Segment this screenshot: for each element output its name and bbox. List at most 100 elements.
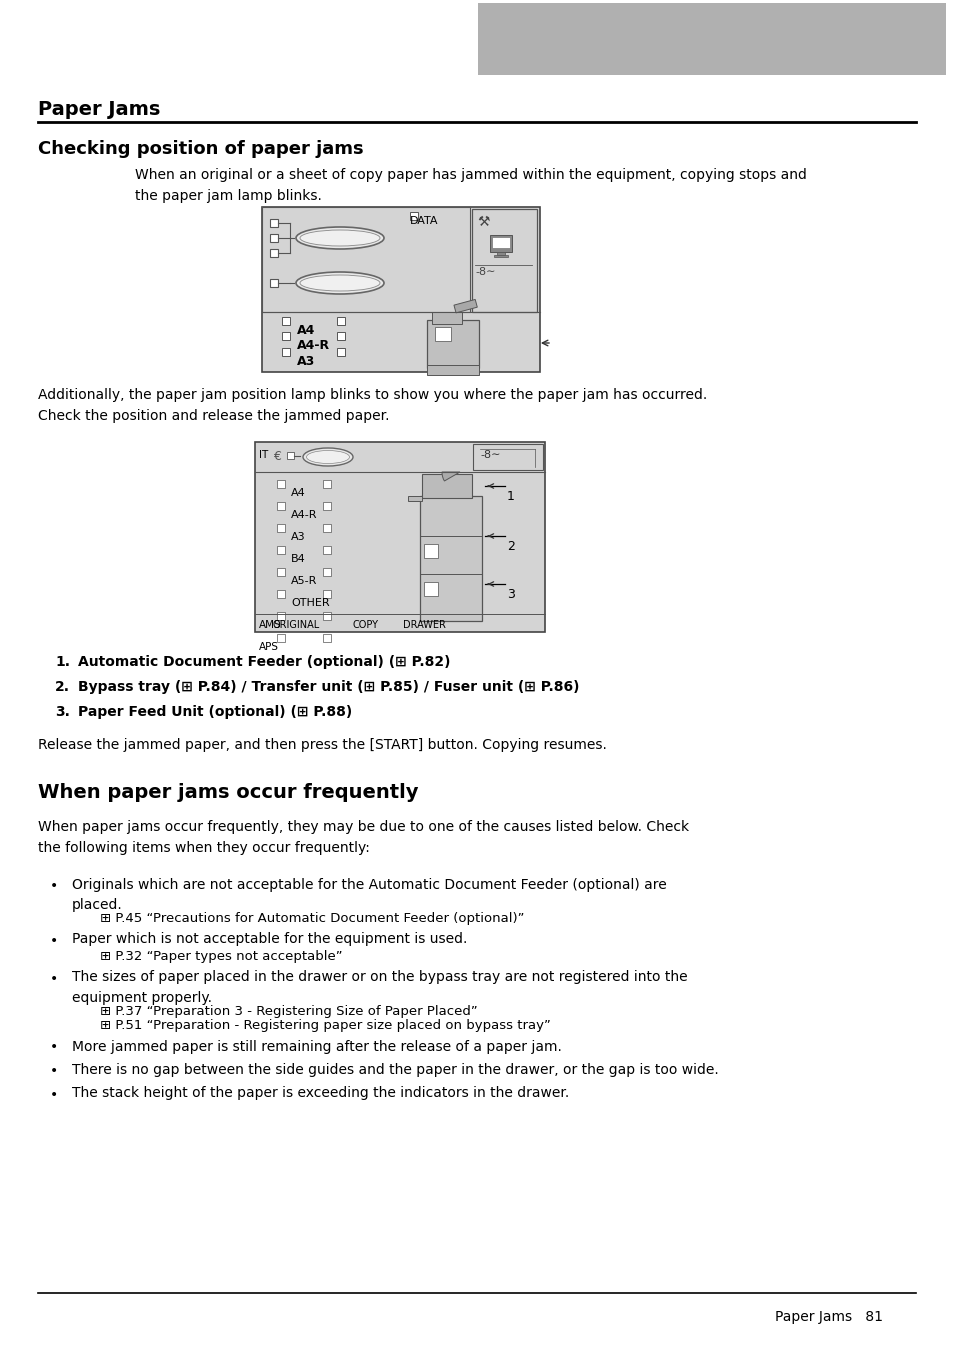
Bar [427,319,478,368]
Text: A4: A4 [296,324,315,337]
Text: 2.: 2. [55,679,70,694]
Bar [276,634,285,642]
Text: The stack height of the paper is exceeding the indicators in the drawer.: The stack height of the paper is exceedi… [71,1086,569,1100]
Text: Paper Jams: Paper Jams [38,100,160,119]
Bar [494,255,507,257]
Bar [473,443,542,470]
Bar [282,317,290,325]
Text: -8∼: -8∼ [475,267,495,276]
Bar [270,235,277,243]
Bar [336,332,345,340]
Text: A4: A4 [291,488,305,497]
Text: There is no gap between the side guides and the paper in the drawer, or the gap : There is no gap between the side guides … [71,1064,718,1077]
Text: Originals which are not acceptable for the Automatic Document Feeder (optional) : Originals which are not acceptable for t… [71,878,666,913]
Bar [477,3,945,75]
Ellipse shape [306,450,349,464]
Text: Paper which is not acceptable for the equipment is used.: Paper which is not acceptable for the eq… [71,933,467,946]
Text: •: • [50,1088,58,1101]
Bar [472,209,537,311]
Bar [270,279,277,287]
Text: €: € [273,450,280,462]
Bar [454,299,476,313]
Bar [276,612,285,620]
Text: 3: 3 [506,588,515,601]
Bar [262,208,539,372]
Text: ⊞ P.37 “Preparation 3 - Registering Size of Paper Placed”: ⊞ P.37 “Preparation 3 - Registering Size… [100,1004,477,1018]
Bar [408,496,421,501]
Text: IT: IT [258,450,268,460]
Bar [282,332,290,340]
Text: AMS: AMS [258,620,281,630]
Text: Additionally, the paper jam position lamp blinks to show you where the paper jam: Additionally, the paper jam position lam… [38,388,706,423]
Bar [432,311,461,324]
Text: When paper jams occur frequently: When paper jams occur frequently [38,783,418,802]
Ellipse shape [295,272,384,294]
Text: ⊞ P.32 “Paper types not acceptable”: ⊞ P.32 “Paper types not acceptable” [100,950,342,962]
Bar [276,501,285,510]
Bar [323,524,331,532]
Wedge shape [441,472,459,481]
Bar [276,568,285,576]
Text: A4-R: A4-R [296,338,330,352]
Text: A3: A3 [291,532,305,542]
Text: The sizes of paper placed in the drawer or on the bypass tray are not registered: The sizes of paper placed in the drawer … [71,971,687,1004]
Bar [490,235,512,252]
Text: ⊞ P.51 “Preparation - Registering paper size placed on bypass tray”: ⊞ P.51 “Preparation - Registering paper … [100,1019,550,1033]
Bar [287,452,294,460]
Text: •: • [50,1041,58,1054]
Ellipse shape [299,231,379,245]
Text: 2: 2 [506,541,515,553]
Bar [323,480,331,488]
Text: More jammed paper is still remaining after the release of a paper jam.: More jammed paper is still remaining aft… [71,1039,561,1054]
Text: Paper Feed Unit (optional) (⊞ P.88): Paper Feed Unit (optional) (⊞ P.88) [78,705,352,718]
Text: A3: A3 [296,355,314,368]
Text: ⊞ P.45 “Precautions for Automatic Document Feeder (optional)”: ⊞ P.45 “Precautions for Automatic Docume… [100,913,524,925]
Bar [435,328,451,341]
Text: DATA: DATA [410,216,438,226]
Bar [262,208,470,311]
Text: DRAWER: DRAWER [402,620,445,630]
Bar [323,501,331,510]
Bar [276,546,285,554]
Text: 1.: 1. [55,655,70,669]
Bar [276,590,285,599]
Bar [423,545,437,558]
Bar [336,348,345,356]
Bar [323,612,331,620]
Text: ORIGINAL: ORIGINAL [273,620,320,630]
Text: Checking position of paper jams: Checking position of paper jams [38,140,363,158]
Bar [323,634,331,642]
Bar [270,249,277,257]
Text: Automatic Document Feeder (optional) (⊞ P.82): Automatic Document Feeder (optional) (⊞ … [78,655,450,669]
Text: •: • [50,972,58,985]
Bar [492,237,510,248]
Text: COPY: COPY [353,620,378,630]
Ellipse shape [295,226,384,249]
Text: Bypass tray (⊞ P.84) / Transfer unit (⊞ P.85) / Fuser unit (⊞ P.86): Bypass tray (⊞ P.84) / Transfer unit (⊞ … [78,679,578,694]
Bar [336,317,345,325]
Bar [323,590,331,599]
Bar [276,524,285,532]
Bar [276,480,285,488]
Text: A5-R: A5-R [291,576,317,586]
Text: 3.: 3. [55,705,70,718]
Bar [323,568,331,576]
Ellipse shape [299,275,379,291]
Text: APS: APS [258,642,278,652]
Text: ⚒: ⚒ [476,214,489,229]
Bar [421,474,472,497]
Bar [323,546,331,554]
Text: When an original or a sheet of copy paper has jammed within the equipment, copyi: When an original or a sheet of copy pape… [135,168,806,202]
Text: 1: 1 [506,491,515,503]
Bar [410,212,417,220]
Text: -8∼: -8∼ [479,450,500,460]
Bar [427,365,478,375]
Text: When paper jams occur frequently, they may be due to one of the causes listed be: When paper jams occur frequently, they m… [38,820,688,855]
Bar [282,348,290,356]
Bar [497,252,504,255]
Text: •: • [50,934,58,948]
Bar [419,496,481,621]
Text: •: • [50,879,58,892]
Ellipse shape [303,448,353,466]
Bar [423,582,437,596]
